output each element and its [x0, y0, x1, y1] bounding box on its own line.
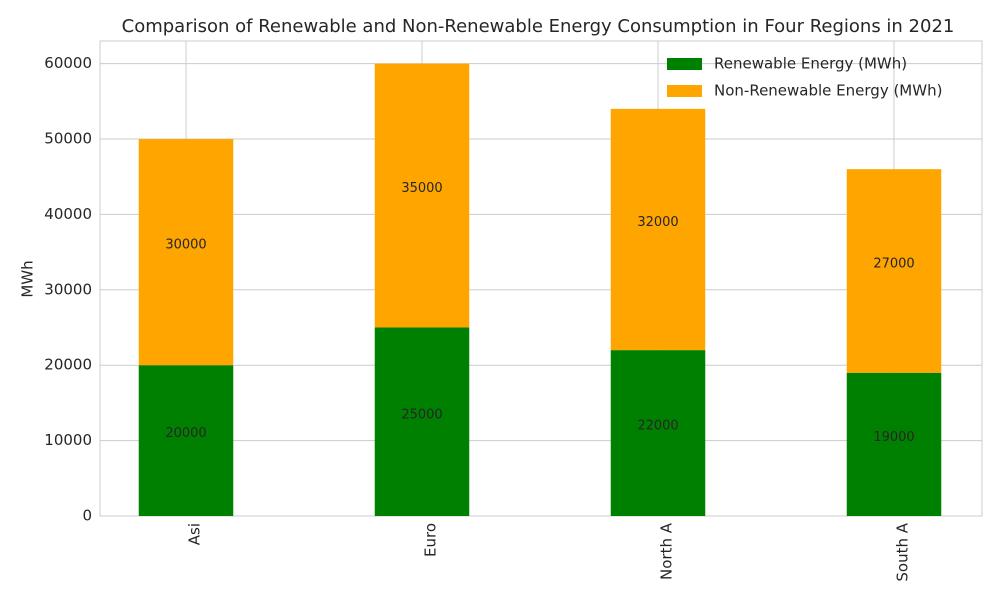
y-tick-label: 20000	[44, 356, 92, 374]
data-label: 19000	[873, 430, 914, 445]
chart-title: Comparison of Renewable and Non-Renewabl…	[122, 16, 955, 37]
x-tick-label: Asi	[186, 523, 204, 545]
data-label: 27000	[873, 256, 914, 271]
x-tick-label: Euro	[422, 523, 440, 557]
data-label: 25000	[401, 407, 442, 422]
legend-swatch	[667, 58, 702, 70]
legend-label: Non-Renewable Energy (MWh)	[714, 82, 942, 100]
labels: 0 10000 20000 30000 40000 50000 60000 20000 3000…	[44, 54, 942, 582]
y-axis-label: MWh	[19, 260, 37, 297]
y-tick-label: 50000	[44, 130, 92, 148]
bar-segment	[374, 63, 470, 328]
data-label: 35000	[401, 181, 442, 196]
y-tick-label: 30000	[44, 280, 92, 298]
bar-segment	[610, 350, 706, 516]
bar-segment	[138, 139, 234, 366]
data-label: 32000	[637, 215, 678, 230]
data-label: 22000	[637, 419, 678, 434]
y-tick-label: 0	[82, 507, 92, 525]
x-tick-label: South A	[894, 522, 912, 581]
data-label: 20000	[165, 426, 206, 441]
plot-area	[99, 40, 983, 517]
bar-segment	[138, 365, 234, 516]
bar-segment	[846, 372, 942, 516]
bar-segment	[374, 327, 470, 516]
data-label: 30000	[165, 238, 206, 253]
legend-label: Renewable Energy (MWh)	[714, 55, 907, 73]
y-tick-label: 10000	[44, 431, 92, 449]
y-tick-label: 60000	[44, 54, 92, 72]
x-tick-label: North A	[658, 522, 676, 580]
bars	[138, 63, 942, 516]
legend-swatch	[667, 85, 702, 97]
y-tick-label: 40000	[44, 205, 92, 223]
bar-segment	[846, 169, 942, 373]
bar-segment	[610, 108, 706, 351]
